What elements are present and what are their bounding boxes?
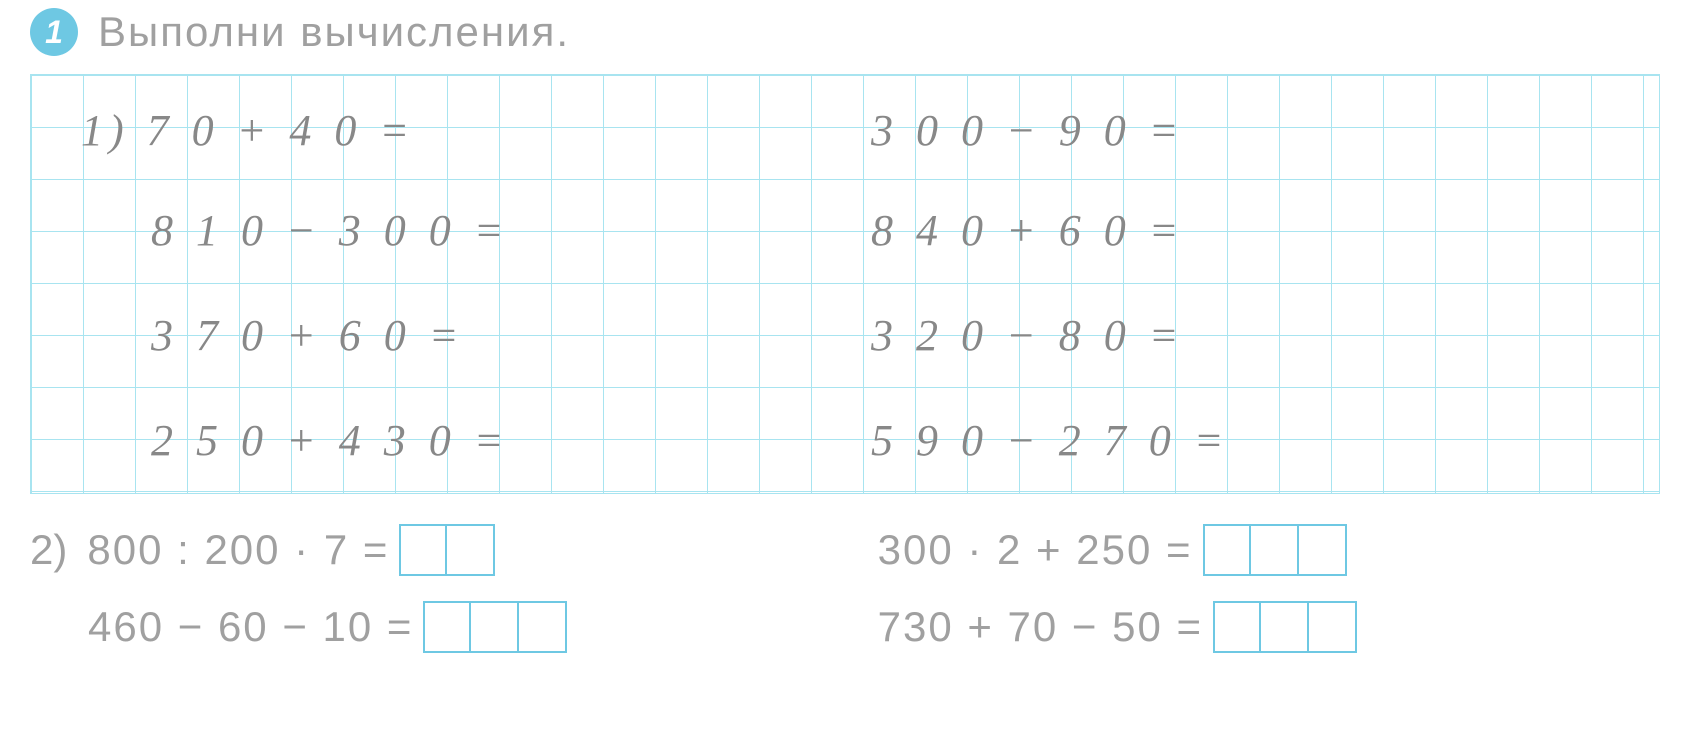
expr-text: 300 · 2 + 250 =: [878, 526, 1193, 574]
expr-row1-right: 3 0 0 − 9 0 =: [871, 105, 1184, 156]
expr-row1-left: 1) 7 0 + 4 0 =: [81, 105, 415, 156]
task-number-badge: 1: [30, 8, 78, 56]
expr-row3-right: 3 2 0 − 8 0 =: [871, 310, 1184, 361]
answer-box[interactable]: [471, 601, 519, 653]
answer-boxes: [1213, 601, 1357, 653]
bottom-expr-1-left: 2) 800 : 200 · 7 =: [30, 524, 845, 576]
bottom-section: 2) 800 : 200 · 7 = 300 · 2 + 250 = 460 −…: [0, 514, 1690, 688]
answer-box[interactable]: [399, 524, 447, 576]
bottom-expr-2-left: 460 − 60 − 10 =: [30, 601, 845, 653]
expr-text: 460 − 60 − 10 =: [88, 603, 413, 651]
calculation-grid: 1) 7 0 + 4 0 = 3 0 0 − 9 0 = 8 1 0 − 3 0…: [30, 74, 1660, 494]
expr-text: 730 + 70 − 50 =: [878, 603, 1203, 651]
answer-box[interactable]: [1309, 601, 1357, 653]
expr-row3-left: 3 7 0 + 6 0 =: [151, 310, 464, 361]
answer-box[interactable]: [1203, 524, 1251, 576]
answer-box[interactable]: [447, 524, 495, 576]
part-label: 2): [30, 526, 67, 574]
expr-text: 800 : 200 · 7 =: [87, 526, 389, 574]
answer-boxes: [423, 601, 567, 653]
answer-box[interactable]: [1251, 524, 1299, 576]
bottom-expr-2-right: 730 + 70 − 50 =: [878, 601, 1660, 653]
expr-row2-right: 8 4 0 + 6 0 =: [871, 205, 1184, 256]
expr-row2-left: 8 1 0 − 3 0 0 =: [151, 205, 509, 256]
bottom-row-1: 2) 800 : 200 · 7 = 300 · 2 + 250 =: [30, 524, 1660, 576]
task-number: 1: [45, 14, 63, 51]
expr-row4-left: 2 5 0 + 4 3 0 =: [151, 415, 509, 466]
answer-box[interactable]: [1261, 601, 1309, 653]
bottom-row-2: 460 − 60 − 10 = 730 + 70 − 50 =: [30, 601, 1660, 653]
expr-row4-right: 5 9 0 − 2 7 0 =: [871, 415, 1229, 466]
bottom-expr-1-right: 300 · 2 + 250 =: [878, 524, 1660, 576]
instruction-text: Выполни вычисления.: [98, 8, 570, 56]
header: 1 Выполни вычисления.: [0, 0, 1690, 64]
answer-boxes: [1203, 524, 1347, 576]
answer-box[interactable]: [519, 601, 567, 653]
answer-boxes: [399, 524, 495, 576]
answer-box[interactable]: [1213, 601, 1261, 653]
answer-box[interactable]: [423, 601, 471, 653]
answer-box[interactable]: [1299, 524, 1347, 576]
